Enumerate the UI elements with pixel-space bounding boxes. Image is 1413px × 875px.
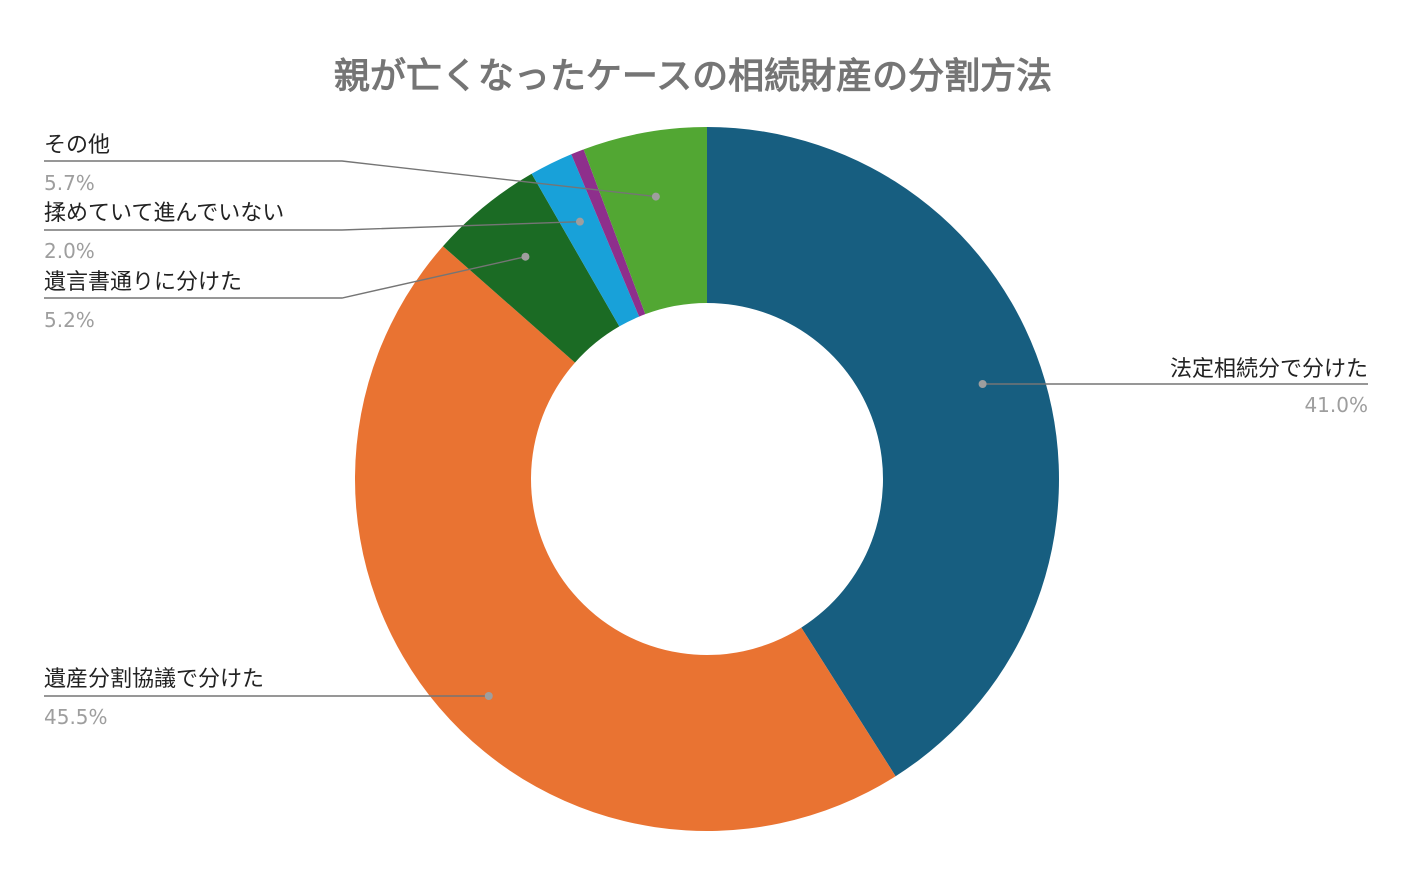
slice-label-5: その他 [44,133,110,158]
slice-value-label-1: 45.5% [44,705,108,729]
slice-1 [354,246,896,832]
leader-line-2 [44,256,526,299]
slice-label-1: 遺産分割協議で分けた [44,667,264,692]
slice-unlabeled-4 [571,149,646,317]
leader-line-5 [44,160,656,198]
slice-5 [583,127,707,315]
slice-value-label-0: 41.0% [1304,393,1368,417]
slices-layer [354,127,1060,832]
slice-2 [442,173,620,363]
slice-label-0: 法定相続分で分けた [1170,357,1368,382]
slice-value-label-5: 5.7% [44,171,95,195]
leader-line-3 [44,220,580,231]
labels-layer: 法定相続分で分けた 41.0% 遺産分割協議で分けた 45.5% 遺言書通りに分けた 5.… [44,133,1368,729]
slice-3 [531,154,640,327]
leader-dot-5 [651,192,660,201]
slice-value-label-3: 2.0% [44,239,95,263]
chart-title: 親が亡くなったケースの相続財産の分割方法 [334,56,1052,97]
slice-label-2: 遺言書通りに分けた [44,270,242,295]
leader-dot-0 [978,380,987,388]
slice-value-label-2: 5.2% [44,308,95,332]
slice-label-3: 揉めていて進んでいない [44,201,284,226]
leader-dot-1 [484,692,493,700]
slice-0 [707,127,1060,777]
leader-dot-2 [521,252,530,261]
leader-dot-3 [575,217,584,226]
